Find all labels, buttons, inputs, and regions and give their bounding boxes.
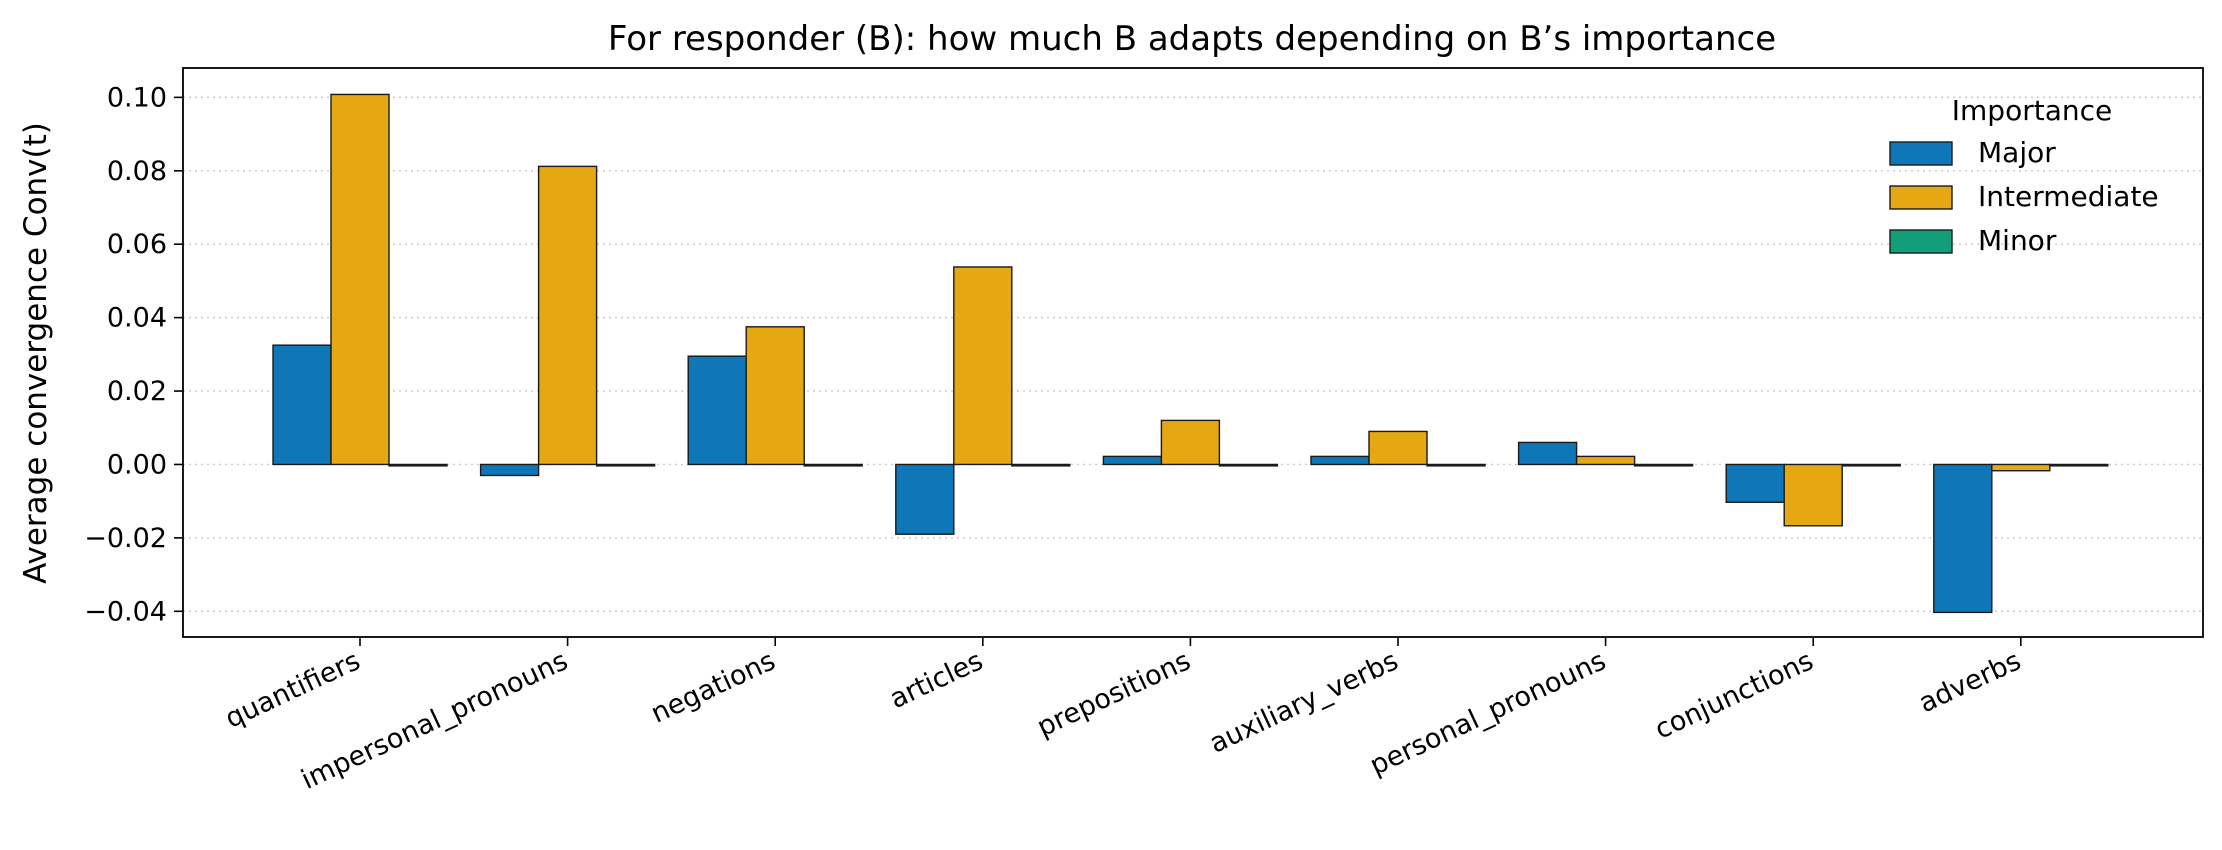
- chart-title: For responder (B): how much B adapts dep…: [608, 19, 1776, 59]
- bar-minor-articles: [1011, 463, 1071, 467]
- bar-minor-auxiliary_verbs: [1426, 463, 1486, 467]
- y-tick-label: 0.00: [107, 449, 167, 480]
- y-tick-label: 0.04: [107, 303, 167, 334]
- bar-intermediate-quantifiers: [330, 93, 390, 466]
- y-tick-label: 0.10: [107, 82, 167, 113]
- bar-major-impersonal_pronouns: [479, 463, 540, 477]
- bar-minor-impersonal_pronouns: [595, 463, 656, 467]
- bar-minor-adverbs: [2049, 463, 2109, 467]
- bar-intermediate-impersonal_pronouns: [537, 165, 598, 466]
- bar-major-prepositions: [1102, 455, 1163, 466]
- legend-label-major: Major: [1978, 136, 2056, 169]
- bar-major-adverbs: [1933, 463, 1993, 614]
- bar-major-quantifiers: [272, 344, 332, 466]
- bar-intermediate-auxiliary_verbs: [1368, 430, 1428, 466]
- y-tick-label: 0.02: [107, 376, 167, 407]
- legend: Importance Major Intermediate Minor: [1889, 94, 2159, 257]
- bar-intermediate-adverbs: [1991, 463, 2051, 472]
- bar-minor-personal_pronouns: [1633, 463, 1694, 467]
- y-tick-label: −0.02: [84, 523, 167, 554]
- y-tick-label: 0.08: [107, 156, 167, 187]
- bar-minor-prepositions: [1218, 463, 1279, 467]
- bar-minor-conjunctions: [1841, 463, 1901, 467]
- bar-major-articles: [895, 463, 955, 535]
- legend-swatch-major: [1889, 141, 1953, 166]
- bar-intermediate-personal_pronouns: [1575, 455, 1636, 466]
- bar-intermediate-prepositions: [1160, 419, 1221, 466]
- legend-label-minor: Minor: [1978, 224, 2057, 257]
- bar-major-auxiliary_verbs: [1310, 455, 1370, 466]
- legend-swatch-minor: [1889, 229, 1953, 254]
- bar-major-conjunctions: [1725, 463, 1785, 503]
- y-axis-label: Average convergence Conv(t): [18, 122, 54, 584]
- bar-intermediate-conjunctions: [1783, 463, 1843, 527]
- bar-major-negations: [687, 355, 747, 466]
- bar-minor-quantifiers: [388, 463, 448, 467]
- y-tick-label: 0.06: [107, 229, 167, 260]
- legend-title: Importance: [1952, 94, 2112, 127]
- y-tick-label: −0.04: [84, 596, 167, 627]
- bar-intermediate-articles: [953, 266, 1013, 466]
- legend-swatch-intermediate: [1889, 185, 1953, 210]
- legend-label-intermediate: Intermediate: [1978, 180, 2159, 213]
- bar-minor-negations: [803, 463, 863, 467]
- bar-intermediate-negations: [745, 326, 805, 466]
- bars: [272, 93, 2109, 614]
- axes: [182, 67, 2204, 638]
- plot-frame: [182, 67, 2204, 638]
- bar-major-personal_pronouns: [1517, 441, 1578, 466]
